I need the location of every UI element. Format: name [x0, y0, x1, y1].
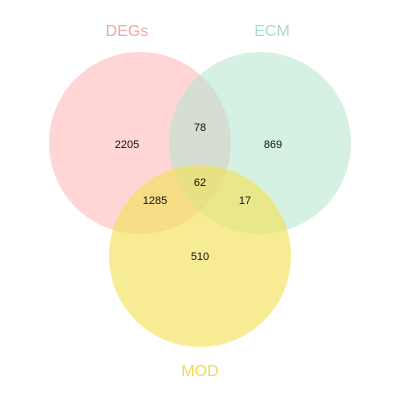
- region-count-ecm-mod: 17: [239, 195, 251, 207]
- set-label-degs: DEGs: [106, 23, 149, 40]
- set-label-mod: MOD: [181, 363, 218, 380]
- set-label-ecm: ECM: [254, 23, 290, 40]
- region-count-ecm-only: 869: [264, 139, 282, 151]
- region-count-degs-mod: 1285: [143, 195, 167, 207]
- set-circle-mod: [109, 165, 291, 347]
- region-count-mod-only: 510: [191, 251, 209, 263]
- region-count-degs-only: 2205: [115, 139, 139, 151]
- region-count-degs-ecm: 78: [194, 122, 206, 134]
- region-count-all-three: 62: [194, 177, 206, 189]
